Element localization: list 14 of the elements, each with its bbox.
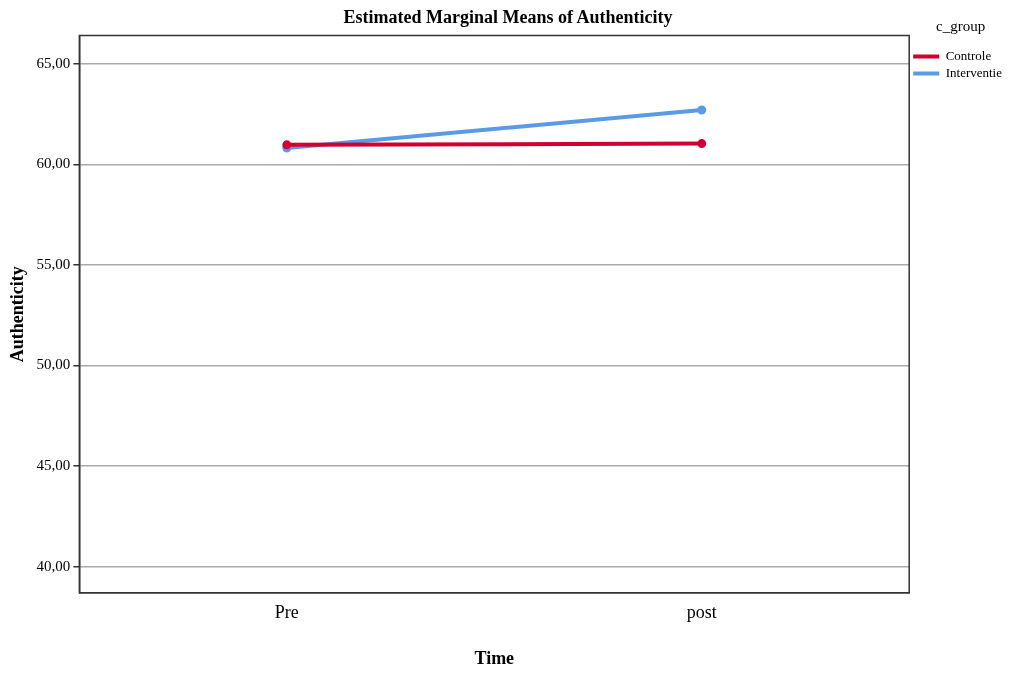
y-axis-title: Authenticity — [7, 266, 28, 363]
y-tick-label: 45,00 — [36, 457, 71, 474]
y-tick-label: 65,00 — [36, 54, 71, 71]
legend-label: Controle — [945, 47, 992, 63]
x-tick-label: Pre — [274, 602, 299, 623]
legend-label: Interventie — [945, 64, 1003, 80]
y-tick-label: 40,00 — [36, 557, 71, 574]
x-tick-label: post — [686, 602, 717, 623]
legend-title: c_group — [936, 18, 986, 35]
x-axis-title: Time — [474, 647, 515, 668]
y-tick-label: 60,00 — [36, 155, 71, 172]
chart-title: Estimated Marginal Means of Authenticity — [343, 7, 673, 28]
y-tick-label: 50,00 — [36, 356, 71, 373]
y-tick-label: 55,00 — [36, 255, 71, 272]
